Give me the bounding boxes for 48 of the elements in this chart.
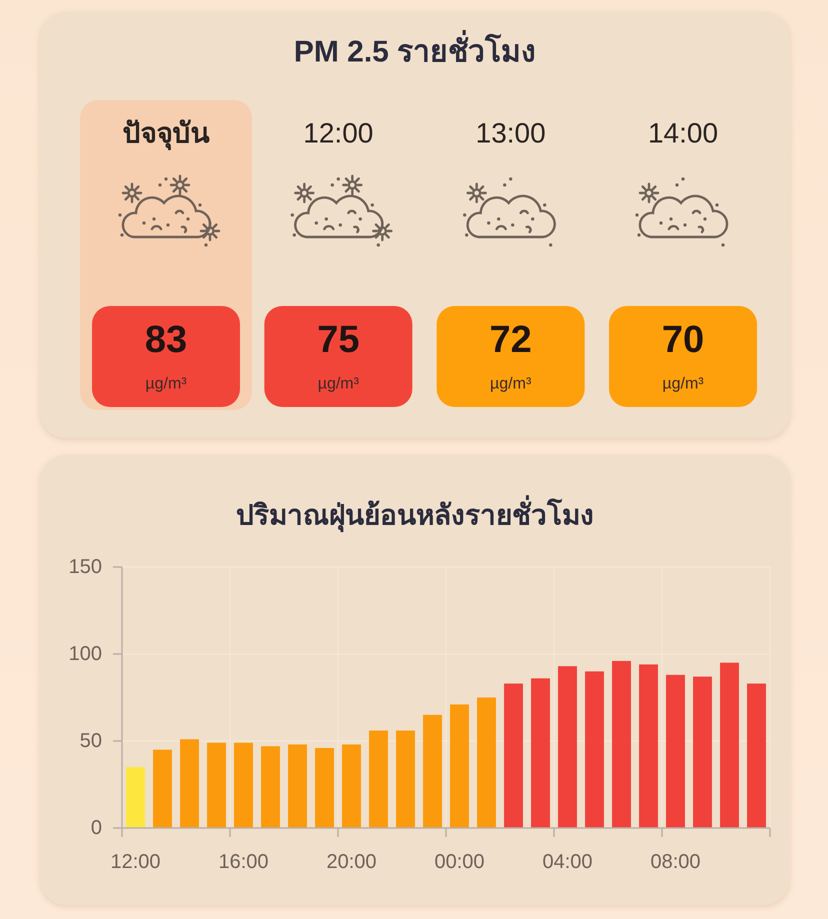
bar [531,678,550,828]
chart-title: ปริมาณฝุ่นย้อนหลังรายชั่วโมง [236,494,594,532]
x-tick-label: 20:00 [326,851,377,873]
data-label: 70 [662,319,704,361]
y-tick-label: 100 [68,643,102,665]
bar [639,664,658,828]
bar [504,684,523,828]
bar [423,714,442,828]
bar [477,698,496,828]
bar [666,674,685,828]
x-tick-label: 04:00 [542,851,593,873]
text: PM 2.5 รายชั่วโมง [294,30,536,68]
bar [261,746,280,828]
text: ปัจจุบัน [122,118,210,150]
bar [747,684,766,828]
bar [369,730,388,828]
data-label: 72 [490,319,532,361]
data-label: 83 [144,319,188,361]
bar [288,744,307,828]
bar [153,750,172,828]
bar [558,666,577,828]
bar [126,767,145,828]
y-tick-label: 0 [90,817,102,839]
bar [315,748,334,828]
bar [180,739,199,828]
bar [720,662,739,828]
y-tick-label: 50 [80,730,102,752]
text: µg/m³ [318,376,360,392]
bar [693,676,712,828]
text: µg/m³ [145,376,188,392]
text: 13:00 [476,118,546,148]
y-tick-label: 150 [68,556,102,578]
text: µg/m³ [490,376,532,392]
x-tick-label: 16:00 [218,851,269,873]
bar [585,671,604,828]
text: 14:00 [648,118,718,148]
x-tick-label: 08:00 [650,851,701,873]
bar [234,742,253,828]
data-label: 75 [317,319,360,361]
text: µg/m³ [662,376,704,392]
bar [612,660,631,828]
bar [207,742,226,828]
x-tick-label: 00:00 [434,851,485,873]
text: 12:00 [303,118,374,148]
x-tick-label: 12:00 [110,851,161,873]
bar [396,730,415,828]
bar [342,744,361,828]
bar [450,704,469,828]
